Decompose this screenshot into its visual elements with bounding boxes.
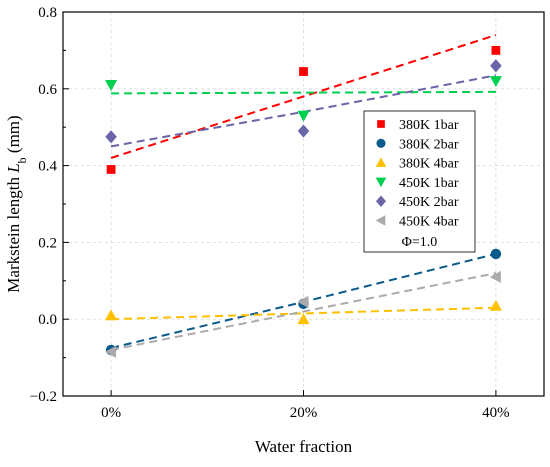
y-tick-label: 0.2: [38, 235, 57, 251]
data-point: [490, 59, 502, 73]
legend-marker: [376, 138, 386, 148]
x-axis-title: Water fraction: [255, 437, 353, 456]
y-axis-title-symbol: L: [4, 163, 23, 173]
legend-label: 380K 4bar: [399, 157, 459, 172]
legend-marker: [377, 120, 385, 128]
data-point: [297, 124, 310, 138]
y-tick-label: 0.6: [38, 82, 57, 98]
legend-label: 380K 1bar: [399, 118, 459, 133]
data-point: [105, 345, 117, 358]
data-point: [106, 165, 116, 174]
legend-marker: [375, 195, 387, 207]
legend-label: 450K 1bar: [399, 176, 459, 191]
data-point: [491, 46, 501, 55]
data-point: [297, 295, 309, 308]
data-point: [105, 309, 118, 321]
data-point: [490, 248, 502, 260]
y-tick-label: 0.4: [38, 159, 57, 175]
y-tick-label: 0.0: [38, 312, 57, 328]
data-points: [105, 46, 502, 358]
data-point: [299, 67, 308, 76]
data-point: [489, 270, 501, 284]
fit-line: [110, 34, 497, 159]
fit-line: [110, 272, 497, 351]
legend-label: 380K 2bar: [399, 137, 459, 152]
y-axis-title: Markstein length Lb (mm): [4, 115, 29, 292]
x-tick-label: 40%: [482, 405, 510, 421]
legend-label: 450K 2bar: [399, 195, 459, 210]
x-tick-label: 0%: [101, 405, 121, 421]
data-point: [105, 80, 118, 92]
data-point: [105, 130, 117, 144]
legend-label: 450K 4bar: [399, 215, 459, 230]
x-tick-label: 20%: [290, 405, 318, 421]
y-axis-title-text: Markstein length: [4, 173, 23, 293]
legend-marker: [375, 157, 387, 167]
y-tick-label: −0.2: [30, 389, 57, 405]
legend-annotation: Φ=1.0: [402, 235, 438, 250]
data-point: [489, 76, 502, 88]
y-axis-title-unit: (mm): [4, 115, 23, 157]
legend-marker: [375, 177, 387, 188]
data-point: [489, 299, 502, 311]
legend: 380K 1bar 380K 2bar 380K 4bar 450K 1bar 450K…: [363, 110, 476, 253]
y-tick-label: 0.8: [38, 5, 57, 21]
data-point: [297, 110, 310, 122]
y-axis-title-subscript: b: [15, 157, 29, 163]
legend-marker: [375, 215, 386, 226]
axis-ticks: 0% 20% 40% −0.2 0.0 0.2 0.4 0.6 0.8: [30, 5, 510, 421]
data-point: [297, 313, 310, 325]
